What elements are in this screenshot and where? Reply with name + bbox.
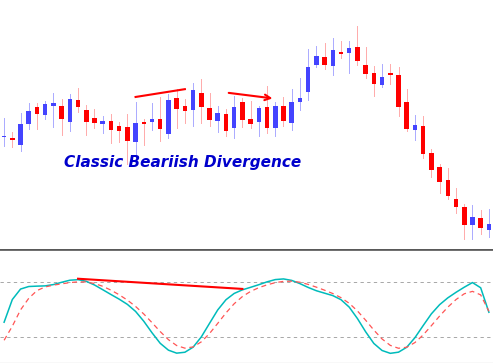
Bar [248, 119, 253, 124]
Bar [314, 56, 318, 65]
Bar [191, 90, 195, 110]
Bar [59, 106, 64, 119]
Bar [421, 126, 425, 154]
Bar [76, 100, 80, 107]
Bar [224, 114, 228, 131]
Bar [347, 48, 352, 53]
Bar [454, 199, 458, 207]
Text: Classic Beariish Divergence: Classic Beariish Divergence [64, 155, 301, 170]
Bar [470, 217, 475, 225]
Bar [273, 106, 278, 128]
Bar [446, 180, 450, 196]
Bar [166, 100, 171, 134]
Bar [108, 121, 113, 130]
Bar [199, 93, 204, 107]
Bar [232, 107, 237, 128]
Bar [404, 102, 409, 129]
Bar [298, 98, 302, 102]
Bar [92, 118, 97, 123]
Bar [68, 99, 72, 122]
Bar [125, 127, 130, 141]
Bar [150, 119, 154, 122]
Bar [18, 124, 23, 146]
Bar [27, 111, 31, 124]
Bar [487, 224, 491, 230]
Bar [84, 110, 89, 122]
Bar [330, 50, 335, 66]
Bar [289, 102, 294, 123]
Bar [182, 106, 187, 111]
Bar [133, 123, 138, 142]
Bar [43, 104, 47, 115]
Bar [429, 154, 434, 170]
Bar [437, 167, 442, 182]
Bar [35, 107, 39, 114]
Bar [207, 108, 212, 120]
Bar [141, 122, 146, 124]
Bar [322, 57, 327, 65]
Bar [175, 98, 179, 109]
Bar [372, 73, 376, 83]
Bar [240, 102, 245, 121]
Bar [10, 138, 15, 140]
Bar [478, 218, 483, 228]
Bar [215, 114, 220, 122]
Bar [396, 75, 401, 107]
Bar [256, 109, 261, 122]
Bar [265, 107, 269, 128]
Bar [355, 46, 360, 61]
Bar [281, 106, 286, 121]
Bar [117, 126, 121, 131]
Bar [380, 77, 385, 85]
Bar [306, 67, 311, 92]
Bar [388, 73, 392, 76]
Bar [101, 121, 105, 123]
Bar [339, 52, 343, 54]
Bar [462, 207, 466, 225]
Bar [363, 65, 368, 74]
Bar [2, 136, 6, 137]
Bar [413, 125, 417, 130]
Bar [51, 103, 56, 106]
Bar [158, 119, 163, 130]
